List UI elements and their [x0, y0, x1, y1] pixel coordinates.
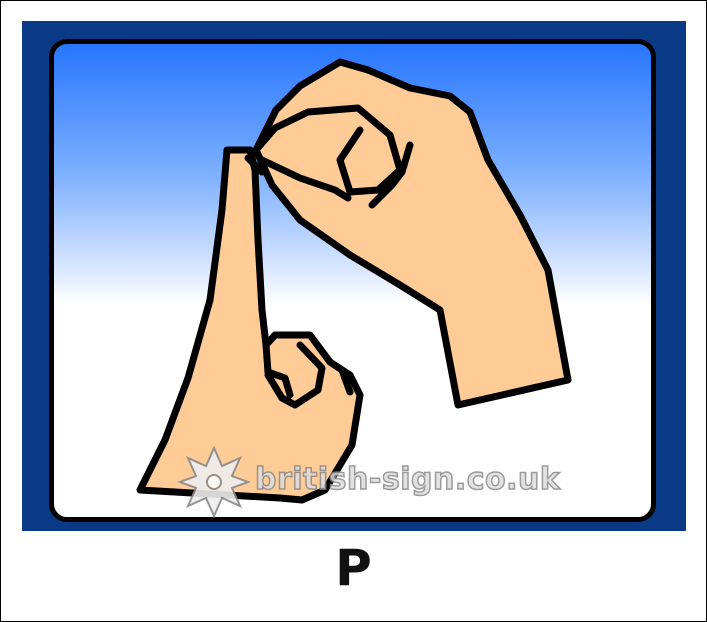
flower-logo-icon	[177, 445, 251, 519]
hand-detail-lines	[244, 104, 414, 409]
watermark-text: british-sign.co.uk	[254, 461, 561, 498]
right-hand	[252, 58, 572, 409]
sign-letter-caption: P	[335, 539, 372, 597]
